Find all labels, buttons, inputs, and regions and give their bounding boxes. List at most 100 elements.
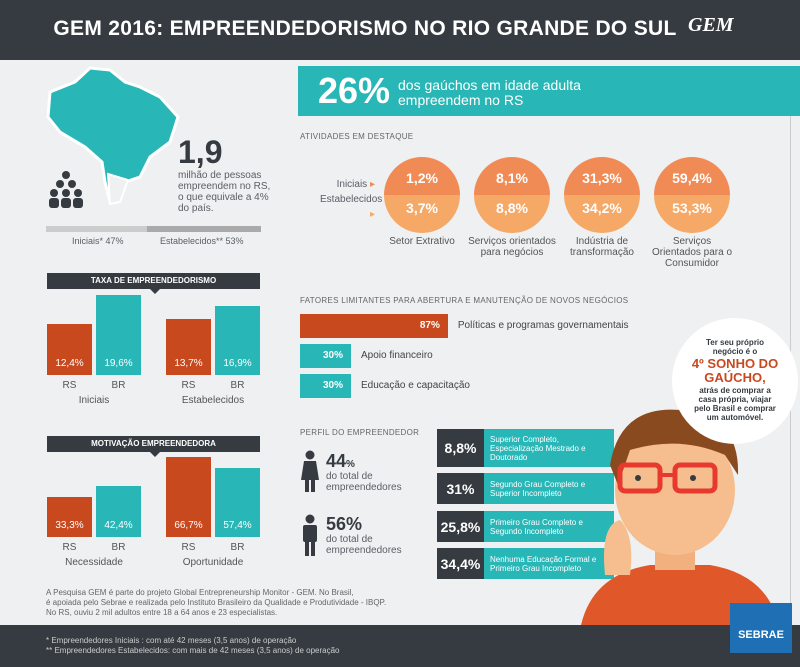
x-tick-label: BR bbox=[111, 542, 126, 553]
group-label: Oportunidade bbox=[182, 557, 244, 568]
banner-text: dos gaúchos em idade adulta empreendem n… bbox=[398, 77, 581, 108]
note-line: No RS, ouviu 2 mil adultos entre 18 a 64… bbox=[46, 608, 278, 617]
atividades-legend: Iniciais ▸ Estabelecidos ▸ bbox=[320, 179, 383, 220]
education-value: 25,8% bbox=[437, 511, 484, 542]
legend-iniciais: Iniciais bbox=[336, 179, 368, 190]
education-label: Primeiro Grau Completo e Segundo Incompl… bbox=[484, 511, 614, 542]
male-pct: 56% bbox=[326, 514, 363, 534]
bubble-highlight: 4º SONHO DO GAÚCHO, bbox=[691, 356, 779, 385]
note-line: A Pesquisa GEM é parte do projeto Global… bbox=[46, 588, 354, 597]
x-tick-label: BR bbox=[111, 380, 126, 391]
education-row: 31% Segundo Grau Completo e Superior Inco… bbox=[437, 473, 614, 504]
bubble-post: atrás de comprar a casa própria, viajar … bbox=[694, 386, 776, 422]
female-icon bbox=[301, 450, 319, 492]
education-label: Nenhuma Educação Formal e Primeiro Grau … bbox=[484, 548, 614, 579]
bar-rs bbox=[47, 497, 92, 537]
footnote: * Empreendedores Iniciais : com até 42 m… bbox=[46, 636, 297, 645]
male-icon bbox=[303, 514, 317, 556]
bar-value-label: 57,4% bbox=[223, 520, 252, 531]
group-label: Estabelecidos bbox=[181, 395, 245, 406]
factor-label: Educação e capacitação bbox=[361, 380, 470, 391]
bar-rs bbox=[47, 324, 92, 375]
sebrae-logo: SEBRAE bbox=[730, 603, 792, 653]
activity-label: Serviços Orientados para o Consumidor bbox=[651, 236, 733, 269]
education-value: 31% bbox=[437, 473, 484, 504]
bar-value-label: 13,7% bbox=[174, 358, 203, 369]
group-label: Iniciais bbox=[78, 395, 110, 406]
education-value: 8,8% bbox=[437, 429, 484, 467]
iniciais-share: Iniciais* 47% bbox=[72, 236, 124, 246]
fatores-title: FATORES LIMITANTES PARA ABERTURA E MANUT… bbox=[300, 296, 629, 305]
factor-bar: 30% bbox=[300, 374, 351, 398]
education-row: 34,4% Nenhuma Educação Formal e Primeiro … bbox=[437, 548, 614, 579]
intro-text: milhão de pessoas empreendem no RS, o qu… bbox=[178, 170, 271, 214]
perfil-title: PERFIL DO EMPREENDEDOR bbox=[300, 428, 420, 437]
male-text: do total de empreendedores bbox=[326, 534, 402, 556]
people-group-icon bbox=[49, 171, 83, 208]
header bbox=[0, 0, 800, 60]
x-tick-label: BR bbox=[230, 542, 245, 553]
iniciais-value: 1,2% bbox=[384, 157, 460, 195]
bar-rs bbox=[166, 318, 211, 375]
brazil-map-icon bbox=[46, 66, 180, 206]
female-text: do total de empreendedores bbox=[326, 471, 402, 493]
estabelecidos-value: 8,8% bbox=[474, 195, 550, 233]
estabelecidos-value: 34,2% bbox=[564, 195, 640, 233]
footnote: ** Empreendedores Estabelecidos: com mai… bbox=[46, 646, 340, 655]
gem-logo: GEM bbox=[688, 14, 734, 36]
x-tick-label: RS bbox=[62, 380, 77, 391]
chart-title-pointer bbox=[150, 452, 160, 457]
factor-label: Políticas e programas governamentais bbox=[457, 320, 629, 331]
x-tick-label: RS bbox=[181, 542, 196, 553]
banner-percent: 26% bbox=[318, 70, 391, 111]
bar-br bbox=[96, 486, 141, 537]
methodology-note: A Pesquisa GEM é parte do projeto Global… bbox=[46, 588, 386, 618]
bar-rs bbox=[166, 456, 211, 537]
female-unit: % bbox=[346, 459, 355, 470]
bar-value-label: 16,9% bbox=[223, 358, 252, 369]
chart-title: TAXA DE EMPREENDEDORISMO bbox=[47, 273, 260, 289]
iniciais-value: 31,3% bbox=[564, 157, 640, 195]
x-tick-label: RS bbox=[181, 380, 196, 391]
bar-value-label: 33,3% bbox=[55, 520, 84, 531]
education-label: Segundo Grau Completo e Superior Incompl… bbox=[484, 473, 614, 504]
education-row: 8,8% Superior Completo, Especialização Me… bbox=[437, 429, 614, 467]
activity-circle: 8,1% 8,8% bbox=[474, 157, 550, 233]
bar-value-label: 66,7% bbox=[174, 520, 203, 531]
note-line: é apoiada pelo Sebrae e realizada pelo I… bbox=[46, 598, 387, 607]
chart-title: MOTIVAÇÃO EMPREENDEDORA bbox=[47, 436, 260, 452]
estabelecidos-value: 53,3% bbox=[654, 195, 730, 233]
bar-br bbox=[215, 305, 260, 375]
iniciais-value: 59,4% bbox=[654, 157, 730, 195]
group-label: Necessidade bbox=[65, 557, 123, 568]
legend-estabelecidos: Estabelecidos bbox=[320, 194, 383, 205]
bar-value-label: 42,4% bbox=[104, 520, 133, 531]
factor-label: Apoio financeiro bbox=[361, 350, 433, 361]
factor-bar: 87% bbox=[300, 314, 448, 338]
activity-circle: 1,2% 3,7% bbox=[384, 157, 460, 233]
bubble-text: Ter seu próprio negócio é o 4º SONHO DO … bbox=[690, 338, 780, 422]
atividades-title: ATIVIDADES EM DESTAQUE bbox=[300, 132, 414, 141]
estabelecidos-share: Estabelecidos** 53% bbox=[160, 236, 244, 246]
x-tick-label: BR bbox=[230, 380, 245, 391]
activity-label: Indústria de transformação bbox=[570, 236, 634, 258]
bar-value-label: 19,6% bbox=[104, 358, 133, 369]
page-title: GEM 2016: EMPREENDEDORISMO NO RIO GRANDE… bbox=[53, 17, 677, 40]
split-bar bbox=[46, 226, 261, 232]
speech-bubble bbox=[672, 318, 798, 444]
activity-label: Serviços orientados para negócios bbox=[468, 236, 556, 258]
footer bbox=[0, 625, 800, 667]
bar-br bbox=[215, 468, 260, 537]
education-value: 34,4% bbox=[437, 548, 484, 579]
banner bbox=[298, 66, 800, 116]
big-number: 1,9 bbox=[178, 134, 223, 170]
bar-value-label: 12,4% bbox=[55, 358, 84, 369]
x-tick-label: RS bbox=[62, 542, 77, 553]
education-row: 25,8% Primeiro Grau Completo e Segundo In… bbox=[437, 511, 614, 542]
activity-circle: 31,3% 34,2% bbox=[564, 157, 640, 233]
iniciais-value: 8,1% bbox=[474, 157, 550, 195]
bar-br bbox=[96, 294, 141, 375]
female-pct: 44 bbox=[326, 451, 347, 471]
activity-circle: 59,4% 53,3% bbox=[654, 157, 730, 233]
activity-label: Setor Extrativo bbox=[389, 236, 455, 247]
